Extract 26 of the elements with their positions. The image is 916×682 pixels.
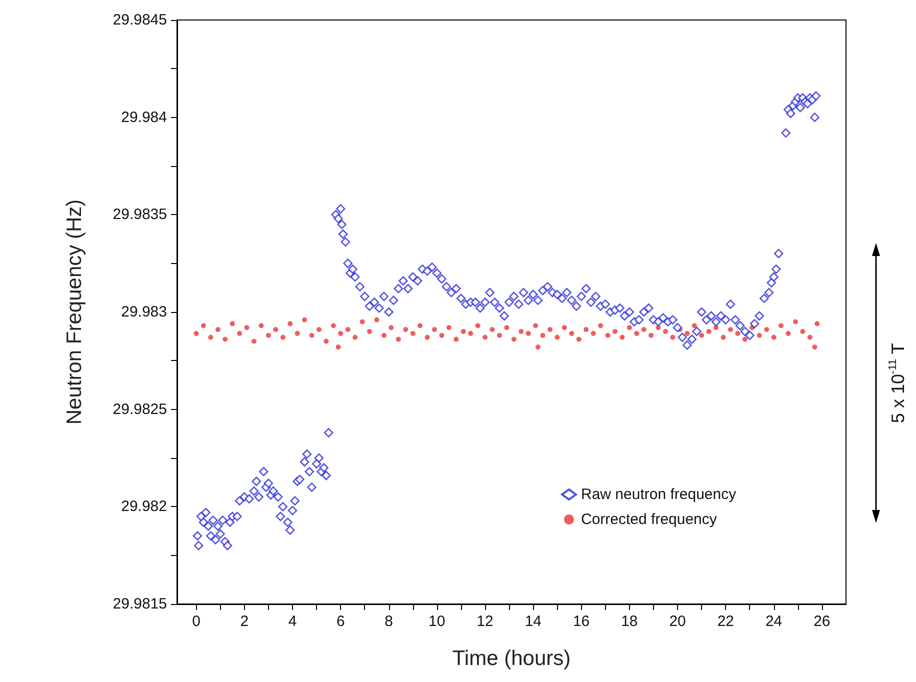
x-tick-label: 26 bbox=[814, 613, 830, 630]
y-tick-label: 29.9845 bbox=[112, 12, 167, 28]
x-tick-label: 14 bbox=[524, 613, 542, 630]
x-tick-label: 10 bbox=[428, 613, 446, 630]
y-tick-label: 29.9815 bbox=[112, 596, 167, 612]
y-axis-title: Neutron Frequency (Hz) bbox=[63, 199, 86, 425]
x-axis-title: Time (hours) bbox=[452, 647, 571, 670]
x-tick-label: 2 bbox=[240, 613, 249, 630]
y-tick-label: 29.984 bbox=[121, 108, 167, 126]
y-tick-label: 29.983 bbox=[121, 304, 167, 320]
y-tick-label: 29.9825 bbox=[112, 400, 167, 418]
y-tick-label: 29.982 bbox=[121, 498, 167, 516]
x-tick-label: 24 bbox=[765, 613, 782, 630]
legend-label: Corrected frequency bbox=[581, 511, 718, 528]
x-tick-label: 4 bbox=[288, 613, 297, 630]
x-tick-label: 20 bbox=[669, 613, 686, 630]
x-tick-label: 22 bbox=[717, 613, 734, 630]
x-tick-label: 18 bbox=[621, 613, 638, 630]
text: 5 x 10-11 T bbox=[887, 343, 908, 424]
x-tick-label: 8 bbox=[384, 613, 393, 630]
y-tick-label: 29.9835 bbox=[112, 206, 167, 224]
legend-label: Raw neutron frequency bbox=[581, 486, 737, 503]
x-tick-label: 6 bbox=[336, 613, 345, 630]
x-tick-label: 0 bbox=[192, 613, 200, 630]
x-tick-label: 16 bbox=[572, 613, 590, 630]
x-tick-label: 12 bbox=[476, 613, 494, 630]
